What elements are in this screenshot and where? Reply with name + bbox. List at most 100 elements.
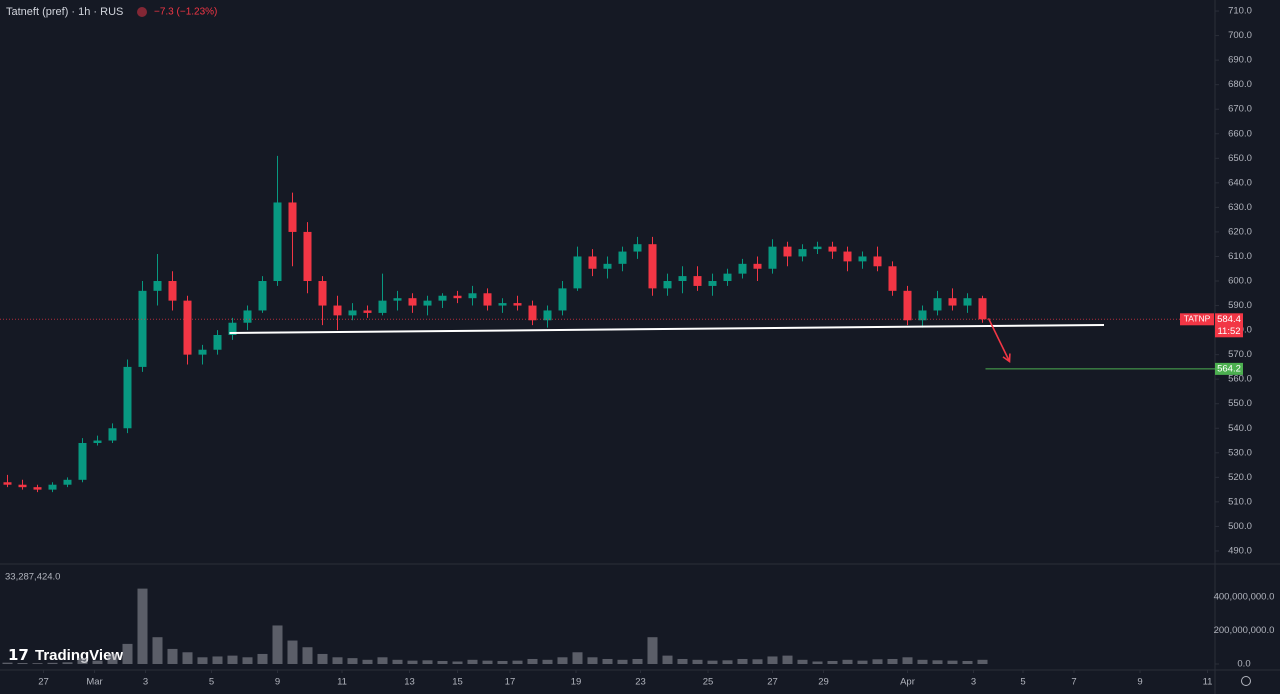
candle-body bbox=[783, 246, 792, 257]
volume-bar bbox=[332, 657, 343, 664]
volume-bar bbox=[482, 660, 493, 664]
chart-title: Tatneft (pref) · 1h · RUS bbox=[6, 6, 123, 18]
y-tick-label: 640.0 bbox=[1228, 177, 1252, 188]
candle-body bbox=[408, 298, 417, 306]
candle-body bbox=[18, 484, 27, 488]
forecast-arrow bbox=[987, 317, 1011, 362]
volume-max-label: 33,287,424.0 bbox=[5, 572, 60, 583]
candle-body bbox=[558, 288, 567, 311]
volume-bar bbox=[782, 655, 793, 664]
volume-bar bbox=[872, 659, 883, 664]
x-tick-label: 3 bbox=[143, 677, 148, 688]
last-price-label: 584.4 bbox=[1217, 314, 1241, 325]
volume-bar bbox=[827, 660, 838, 664]
candle-body bbox=[393, 298, 402, 301]
x-tick-label: 3 bbox=[971, 677, 976, 688]
brand-name: TradingView bbox=[35, 647, 123, 664]
x-tick-label: 9 bbox=[275, 677, 280, 688]
settings-icon[interactable] bbox=[1241, 676, 1251, 686]
x-tick-label: Apr bbox=[900, 677, 915, 688]
volume-bar bbox=[767, 656, 778, 664]
candle-body bbox=[618, 251, 627, 264]
candle-body bbox=[678, 276, 687, 282]
volume-bar bbox=[452, 661, 463, 664]
candle-body bbox=[513, 303, 522, 306]
volume-bar bbox=[137, 588, 148, 664]
candle-body bbox=[318, 281, 327, 306]
volume-bar bbox=[842, 659, 853, 664]
candle-body bbox=[378, 300, 387, 313]
y-tick-label: 590.0 bbox=[1228, 300, 1252, 311]
x-tick-label: 17 bbox=[505, 677, 516, 688]
candle-body bbox=[888, 266, 897, 291]
volume-bar bbox=[512, 660, 523, 664]
countdown-label: 11:52 bbox=[1217, 326, 1240, 337]
candle-body bbox=[528, 305, 537, 321]
candle-body bbox=[348, 310, 357, 316]
volume-bar bbox=[527, 658, 538, 664]
volume-bar bbox=[107, 653, 118, 664]
volume-bar bbox=[647, 637, 658, 664]
candle-body bbox=[198, 349, 207, 355]
volume-bar bbox=[92, 660, 103, 664]
volume-bar bbox=[572, 652, 583, 664]
candle-body bbox=[153, 281, 162, 291]
y-tick-label: 620.0 bbox=[1228, 226, 1252, 237]
candle-body bbox=[333, 305, 342, 316]
x-tick-label: 13 bbox=[404, 677, 415, 688]
y-tick-label: 530.0 bbox=[1228, 447, 1252, 458]
target-label: 564.2 bbox=[1217, 363, 1241, 374]
volume-bar bbox=[542, 659, 553, 664]
symbol-tag bbox=[1180, 313, 1214, 326]
candle-body bbox=[768, 246, 777, 269]
volume-tick-label: 200,000,000.0 bbox=[1214, 625, 1275, 636]
candle-body bbox=[213, 335, 222, 350]
y-tick-label: 650.0 bbox=[1228, 153, 1252, 164]
volume-tick-label: 400,000,000.0 bbox=[1214, 592, 1275, 603]
target-tag bbox=[1215, 362, 1243, 375]
volume-bar bbox=[467, 659, 478, 664]
y-tick-label: 710.0 bbox=[1228, 6, 1252, 17]
candle-body bbox=[798, 249, 807, 257]
volume-bar bbox=[152, 637, 163, 664]
y-tick-label: 610.0 bbox=[1228, 251, 1252, 262]
volume-bar bbox=[2, 662, 13, 664]
candle-body bbox=[3, 482, 12, 485]
volume-bar bbox=[722, 660, 733, 664]
arrow-head bbox=[1002, 353, 1011, 364]
volume-bar bbox=[182, 652, 193, 664]
x-tick-label: 29 bbox=[818, 677, 829, 688]
volume-bar bbox=[812, 661, 823, 664]
y-tick-label: 660.0 bbox=[1228, 128, 1252, 139]
x-tick-label: 23 bbox=[635, 677, 646, 688]
x-tick-label: 15 bbox=[452, 677, 463, 688]
candle-body bbox=[273, 202, 282, 282]
x-tick-label: 5 bbox=[1020, 677, 1025, 688]
volume-bar bbox=[902, 657, 913, 664]
volume-bar bbox=[797, 659, 808, 664]
volume-bar bbox=[32, 663, 43, 664]
candle-body bbox=[828, 246, 837, 252]
volume-bar bbox=[602, 658, 613, 664]
candle-body bbox=[918, 310, 927, 321]
candle-body bbox=[33, 487, 42, 490]
y-tick-label: 630.0 bbox=[1228, 202, 1252, 213]
volume-bar bbox=[272, 625, 283, 664]
y-tick-label: 520.0 bbox=[1228, 472, 1252, 483]
candle-body bbox=[693, 276, 702, 286]
candle-body bbox=[603, 263, 612, 269]
y-tick-label: 560.0 bbox=[1228, 374, 1252, 385]
volume-bar bbox=[962, 660, 973, 664]
volume-bar bbox=[227, 655, 238, 664]
candle-body bbox=[948, 298, 957, 306]
volume-bar bbox=[77, 658, 88, 664]
candle-body bbox=[63, 479, 72, 485]
candle-body bbox=[588, 256, 597, 269]
volume-bar bbox=[662, 655, 673, 664]
candle-body bbox=[78, 442, 87, 480]
volume-bar bbox=[392, 659, 403, 664]
candle-body bbox=[813, 246, 822, 250]
volume-bar bbox=[737, 658, 748, 664]
volume-bar bbox=[857, 660, 868, 664]
volume-bar bbox=[347, 658, 358, 664]
